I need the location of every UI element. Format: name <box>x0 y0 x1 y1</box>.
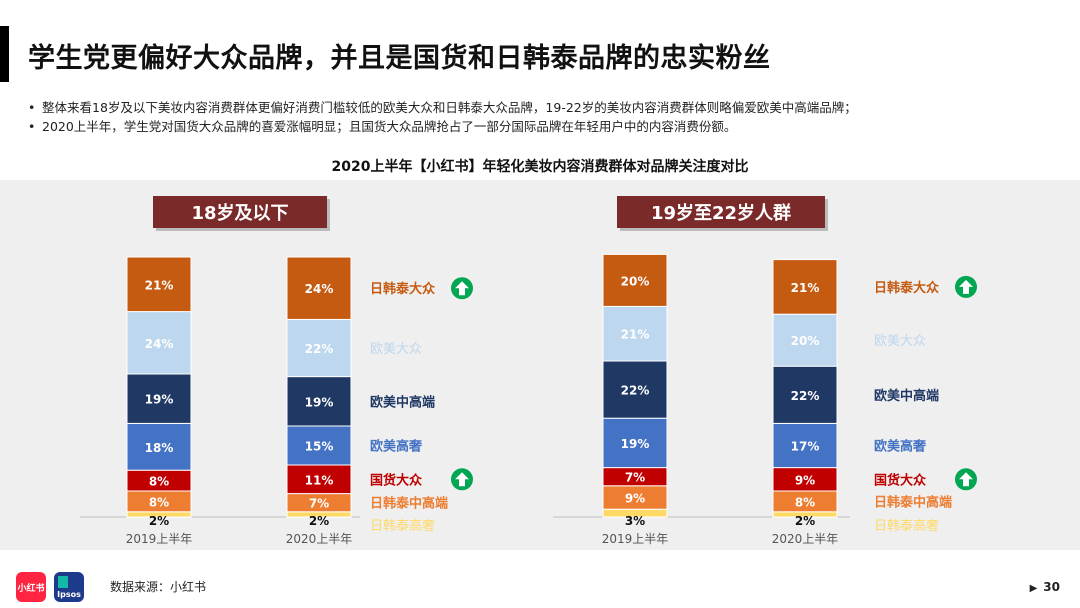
bar-value-label: 8% <box>149 495 169 509</box>
bar-value-label: 20% <box>621 274 650 288</box>
bar-segment <box>602 360 668 419</box>
data-source: 数据来源：小红书 <box>110 580 207 594</box>
bullet-dot: • <box>28 100 36 115</box>
panel-label-box <box>153 196 327 228</box>
series-label: 日韩泰大众 <box>370 281 435 297</box>
x-tick-label: 2020上半年 <box>286 532 353 546</box>
bar-value-label: 21% <box>145 278 174 292</box>
bullet-item: • 2020上半年，学生党对国货大众品牌的喜爱涨幅明显；且国货大众品牌抢占了一部分… <box>28 117 857 136</box>
page-number-text: 30 <box>1043 580 1060 594</box>
series-label: 日韩泰高奢 <box>370 518 435 534</box>
series-label: 国货大众 <box>370 472 422 488</box>
bar-segment <box>602 253 668 307</box>
bullet-text: 2020上半年，学生党对国货大众品牌的喜爱涨幅明显；且国货大众品牌抢占了一部分国… <box>42 119 737 134</box>
bar-segment <box>126 373 192 424</box>
bar-segment <box>772 422 838 469</box>
bar-value-label: 9% <box>625 492 645 506</box>
series-label: 日韩泰大众 <box>874 280 939 296</box>
ipsos-logo-text: Ipsos <box>57 590 81 599</box>
bar-value-label: 24% <box>305 282 334 296</box>
bar-segment <box>286 464 352 495</box>
bar-segment <box>772 313 838 367</box>
bullet-text: 整体来看18岁及以下美妆内容消费群体更偏好消费门槛较低的欧美大众和日韩泰大众品牌… <box>42 100 857 115</box>
title-accent-bar <box>0 26 9 82</box>
x-tick-label: 2019上半年 <box>126 532 193 546</box>
panel-label-box <box>617 196 825 228</box>
bar-value-label: 24% <box>145 337 174 351</box>
ipsos-logo: Ipsos <box>54 572 84 602</box>
bar-value-label: 22% <box>305 342 334 356</box>
series-label: 欧美中高端 <box>370 394 435 410</box>
bullet-dot: • <box>28 119 36 134</box>
bar-value-label: 21% <box>791 281 820 295</box>
play-icon: ▶ <box>1029 583 1038 594</box>
bar-segment <box>602 417 668 469</box>
bar-segment <box>772 259 838 315</box>
series-label: 国货大众 <box>874 472 926 488</box>
bar-value-label: 21% <box>621 328 650 342</box>
bar-segment <box>286 425 352 466</box>
up-arrow-glyph <box>959 279 973 294</box>
bar-value-label: 17% <box>791 440 820 454</box>
page-number: ▶ 30 <box>1030 580 1060 594</box>
bar-value-label: 22% <box>621 384 650 398</box>
panel-label: 18岁及以下 <box>191 202 288 224</box>
up-arrow-glyph <box>455 472 469 487</box>
bar-segment <box>126 256 192 313</box>
bar-value-label: 19% <box>145 393 174 407</box>
bar-segment <box>772 365 838 424</box>
bar-value-label: 7% <box>309 497 329 511</box>
series-label: 欧美高奢 <box>874 439 927 455</box>
bar-value-label: 19% <box>621 437 650 451</box>
x-tick-label: 2020上半年 <box>772 532 839 546</box>
bar-value-label: 18% <box>145 441 174 455</box>
bar-value-label: 9% <box>795 473 815 487</box>
bullet-list: • 整体来看18岁及以下美妆内容消费群体更偏好消费门槛较低的欧美大众和日韩泰大众品… <box>28 98 857 136</box>
chart-title: 2020上半年【小红书】年轻化美妆内容消费群体对品牌关注度对比 <box>331 159 749 175</box>
xiaohongshu-logo-text: 小红书 <box>17 583 45 594</box>
bar-value-label: 11% <box>305 473 334 487</box>
bar-value-label: 15% <box>305 440 334 454</box>
bar-segment <box>602 305 668 362</box>
bar-value-label: 3% <box>625 514 645 528</box>
series-label: 欧美大众 <box>370 342 422 357</box>
series-label: 欧美高奢 <box>370 439 423 455</box>
series-label: 日韩泰中高端 <box>370 496 448 512</box>
bar-segment <box>286 318 352 378</box>
x-tick-label: 2019上半年 <box>602 532 669 546</box>
ipsos-logo-mark <box>58 576 68 588</box>
page-title: 学生党更偏好大众品牌，并且是国货和日韩泰品牌的忠实粉丝 <box>28 43 771 74</box>
bar-value-label: 22% <box>791 389 820 403</box>
bullet-item: • 整体来看18岁及以下美妆内容消费群体更偏好消费门槛较低的欧美大众和日韩泰大众品… <box>28 98 857 117</box>
bar-value-label: 8% <box>795 495 815 509</box>
series-label: 日韩泰高奢 <box>874 518 939 534</box>
bar-value-label: 19% <box>305 395 334 409</box>
bar-value-label: 2% <box>149 514 169 528</box>
bar-value-label: 2% <box>309 514 329 528</box>
series-label: 欧美大众 <box>874 334 926 349</box>
panel-label: 19岁至22岁人群 <box>651 202 791 224</box>
bar-segment <box>126 311 192 375</box>
xiaohongshu-logo: 小红书 <box>16 572 46 602</box>
bar-value-label: 7% <box>625 471 645 485</box>
bar-value-label: 2% <box>795 514 815 528</box>
bar-value-label: 8% <box>149 475 169 489</box>
stacked-bar-chart: 18岁及以下 2% 8% 8% 18% 19% 24% 21% 2019上半年 2% 7% 11% 15… <box>80 196 977 546</box>
up-arrow-glyph <box>959 472 973 487</box>
series-label: 日韩泰中高端 <box>874 494 952 510</box>
up-arrow-glyph <box>455 281 469 296</box>
series-label: 欧美中高端 <box>874 388 939 404</box>
bar-segment <box>286 256 352 320</box>
bar-value-label: 20% <box>791 334 820 348</box>
